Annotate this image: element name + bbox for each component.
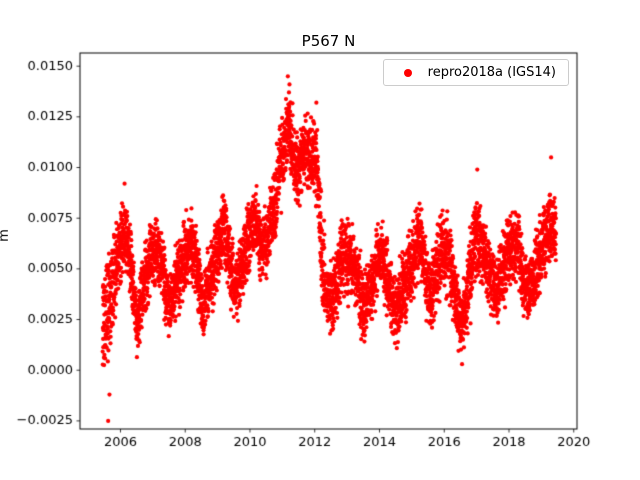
chart-title: P567 N	[301, 32, 356, 50]
legend: repro2018a (IGS14)	[382, 59, 569, 86]
legend-marker-dot-icon	[403, 68, 412, 77]
y-axis-label: m	[0, 229, 12, 242]
legend-marker-area	[396, 65, 420, 80]
legend-label: repro2018a (IGS14)	[427, 65, 556, 80]
